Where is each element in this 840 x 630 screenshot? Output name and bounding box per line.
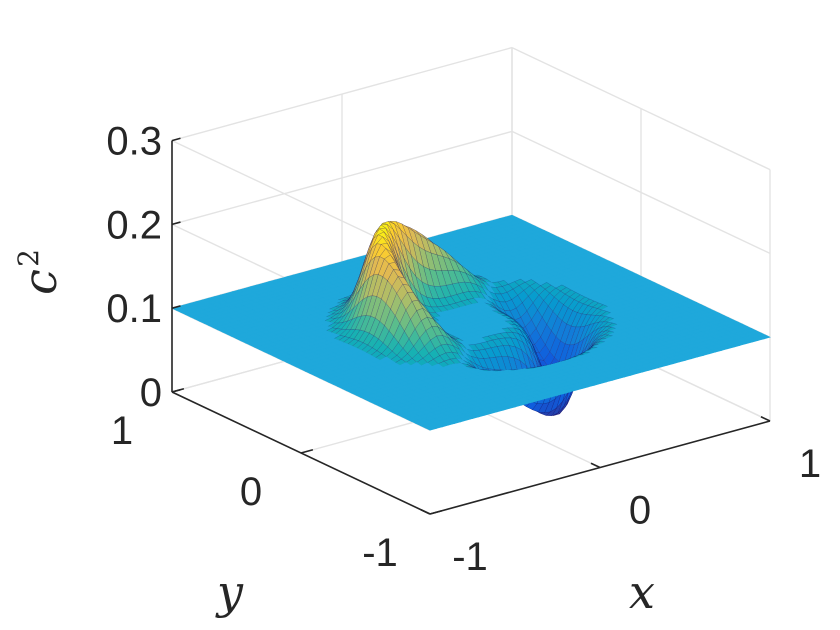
surface-patch [367,234,379,257]
z-tick-label: 0.3 [106,120,162,164]
y-axis-label: y [215,565,244,619]
x-axis-label: x [629,565,655,619]
x-tick-label: 1 [799,442,821,486]
surface-patch [591,326,603,341]
z-tick-mark [171,388,181,393]
surface-patch [347,279,359,304]
x-tick-mark [760,416,771,422]
y-tick-label: -1 [362,531,398,575]
surface-patch [572,301,584,313]
surface-patch [371,234,384,248]
surface-patch [334,301,346,308]
surface-patch [583,322,595,340]
surface-patch [367,274,379,298]
surface-patch [528,289,540,304]
surface-patch [342,307,355,323]
surface-patch [508,345,521,362]
z-tick-mark [171,137,181,142]
y-tick-label: 1 [111,409,133,453]
x-tick-mark [420,509,431,515]
z-axis-label: c 2 [12,249,67,295]
surface-patch [586,328,599,347]
surface-patch [589,341,601,349]
surface-patch [573,325,586,345]
surface-patch [357,248,370,281]
surface-plot [171,214,771,431]
z-tick-label: 0 [140,371,162,415]
surface-patch [588,321,600,336]
z-tick-mark [171,221,181,226]
surface-patch [406,235,418,263]
svg-text:c: c [13,269,67,295]
surface-patch [584,314,597,327]
x-tick-label: -1 [452,535,488,579]
surface-patch [374,224,387,234]
y-tick-label: 0 [240,470,262,514]
z-tick-label: 0.2 [106,203,162,247]
surface-patch [544,398,556,414]
surface-patch [358,330,370,344]
surface-patch [362,274,375,300]
x-tick-label: 0 [629,489,651,533]
y-tick-mark [300,448,314,454]
surface-patch [381,221,394,230]
z-tick-label: 0.1 [106,287,162,331]
surface-patch [498,310,510,317]
surface-patch [389,238,402,270]
svg-text:2: 2 [12,249,45,267]
y-tick-mark [429,509,443,515]
surface-patch [415,230,427,240]
x-tick-mark [590,462,601,469]
